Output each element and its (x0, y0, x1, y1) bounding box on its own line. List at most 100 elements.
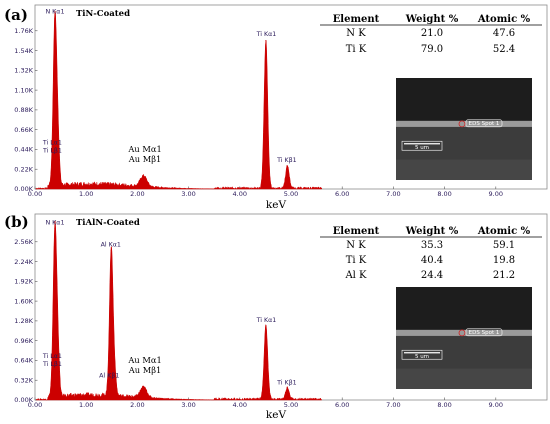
x-tick-label: 4.00 (233, 190, 247, 198)
panel-a: (a) 0.00 1.00 2.00 3.00 4.00 5.00 6.00 7.00 8.00 9… (4, 4, 548, 211)
table-cell: 24.4 (421, 270, 443, 281)
peak-label: Ti Lα1 (42, 140, 62, 147)
au-peak-label: Au Mβ1 (128, 154, 162, 164)
table-bg (318, 223, 544, 285)
table-header: Atomic % (477, 226, 531, 237)
x-tick-label: 2.00 (130, 190, 144, 198)
sample-title: TiAlN-Coated (76, 218, 140, 228)
peak-label: Ti Kβ1 (276, 157, 297, 164)
table-cell: 21.2 (493, 270, 515, 281)
table-cell: 52.4 (493, 44, 515, 55)
peak-point (54, 17, 56, 19)
x-tick-label: 9.00 (489, 190, 503, 198)
y-tick-label: 0.96K (14, 337, 33, 345)
eds-spot-box (465, 119, 503, 128)
scale-bar-box (401, 140, 443, 151)
x-tick-label: 8.00 (437, 190, 451, 198)
table-header: Weight % (405, 14, 459, 25)
y-tick-label: 0.00K (14, 396, 33, 404)
peak-point (286, 387, 289, 389)
y-tick-label: 1.32K (14, 67, 33, 75)
sem-top-region (396, 287, 532, 330)
eds-spot-marker (458, 329, 466, 337)
x-tick-label: 6.00 (335, 190, 349, 198)
peak-point (114, 380, 116, 383)
table-cell: 47.6 (493, 28, 515, 39)
y-tick-label: 0.00K (14, 185, 33, 193)
peak-point (286, 165, 289, 168)
table-header: Element (333, 226, 380, 237)
peak-point (265, 325, 267, 327)
panel-label: (b) (4, 213, 29, 231)
x-axis-label: keV (266, 409, 287, 421)
table-cell: Al K (344, 270, 367, 281)
y-tick-label: 1.54K (14, 47, 33, 55)
y-tick-label: 0.32K (14, 376, 33, 384)
sem-inset: EDS Spot 1 5 um (396, 78, 532, 180)
eds-spot-label: EDS Spot 1 (469, 330, 500, 336)
peak-point (57, 150, 59, 152)
y-tick-label: 1.10K (14, 86, 33, 94)
table-cell: Ti K (346, 44, 367, 55)
x-tick-label: 3.00 (181, 190, 195, 198)
eds-spot-marker (458, 120, 466, 128)
x-axis-label: keV (266, 199, 287, 211)
y-tick-label: 0.64K (14, 357, 33, 365)
x-tick-label: 1.00 (79, 401, 93, 409)
y-tick-label: 1.76K (14, 27, 33, 35)
sem-coating-layer (396, 120, 532, 127)
table-cell: 21.0 (421, 28, 443, 39)
panel-label: (a) (4, 6, 28, 24)
y-tick-label: 2.56K (14, 238, 33, 246)
x-tick-label: 5.00 (284, 401, 298, 409)
peak-label: Ti Lβ1 (42, 361, 62, 368)
peak-label: Al Kα1 (101, 242, 121, 249)
x-tick-label: 4.00 (233, 401, 247, 409)
peak-label: Ti Lα1 (42, 353, 62, 360)
x-tick-label: 5.00 (284, 190, 298, 198)
table-cell: 40.4 (421, 255, 443, 266)
au-peak-label: Au Mα1 (127, 355, 161, 365)
peak-point (265, 40, 267, 42)
x-tick-label: 9.00 (489, 401, 503, 409)
eds-spot-box (465, 328, 503, 337)
x-tick-label: 2.00 (130, 401, 144, 409)
spectrum-series (35, 220, 322, 401)
table-cell: 19.8 (493, 255, 515, 266)
peak-point (110, 249, 112, 252)
peak-label: N Kα1 (45, 219, 64, 226)
y-tick-label: 0.66K (14, 126, 33, 134)
table-bg (318, 11, 544, 61)
scale-bar-box (401, 349, 443, 360)
peak-label: Ti Kα1 (256, 317, 277, 324)
panel-b: (b) 0.00 1.00 2.00 3.00 4.00 5.00 6.00 7.00 8.00 9… (4, 213, 548, 421)
sem-lower-band (396, 159, 532, 180)
y-tick-label: 0.44K (14, 146, 33, 154)
table-cell: 79.0 (421, 44, 443, 55)
peak-point (57, 362, 59, 364)
x-tick-label: 1.00 (79, 190, 93, 198)
peak-label: Ti Kα1 (256, 31, 277, 38)
y-tick-label: 0.22K (14, 165, 33, 173)
table-cell: N K (346, 240, 366, 251)
y-tick-label: 0.88K (14, 106, 33, 114)
y-tick-label: 2.24K (14, 258, 33, 266)
x-tick-label: 6.00 (335, 401, 349, 409)
table-header: Atomic % (477, 14, 531, 25)
scale-bar-label: 5 um (415, 354, 429, 360)
peak-label: Ti Lβ1 (42, 148, 62, 155)
table-header: Weight % (405, 226, 459, 237)
peak-point (142, 177, 145, 179)
eds-spot-label: EDS Spot 1 (469, 121, 500, 127)
table-cell: Ti K (346, 255, 367, 266)
spectrum-series (35, 10, 322, 190)
au-peak-label: Au Mα1 (127, 144, 161, 154)
scale-bar-label: 5 um (415, 145, 429, 151)
peak-point (54, 227, 56, 229)
table-cell: 35.3 (421, 240, 443, 251)
x-tick-label: 8.00 (437, 401, 451, 409)
sem-coating-layer (396, 329, 532, 336)
x-tick-label: 0.00 (28, 401, 42, 409)
peak-label: Ti Kβ1 (276, 380, 297, 387)
